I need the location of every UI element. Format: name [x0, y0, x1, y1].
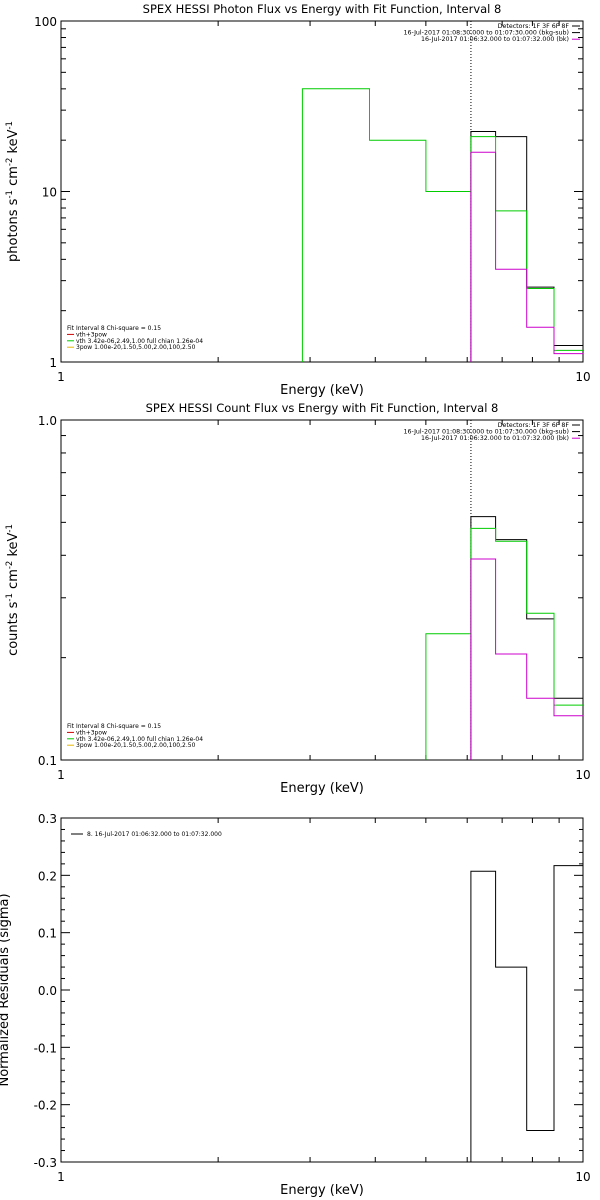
x-axis-label: Energy (keV)	[280, 781, 364, 796]
y-axis-label: Normalized Residuals (sigma)	[0, 893, 12, 1086]
plot-frame	[60, 419, 584, 761]
y-axis-label-part: -1	[5, 121, 15, 129]
y-tick-label: 1.0	[38, 414, 57, 428]
plot-frame	[60, 20, 584, 363]
fit-legend-line: 3pow 1.00e-20,1.50,5.00,2.00,100,2.50	[76, 344, 196, 351]
y-tick-label: 0.3	[38, 812, 57, 826]
fit-legend-line: Fit Interval 8 Chi-square = 0.15	[67, 325, 161, 332]
series-line-0	[470, 865, 583, 1162]
series-line-1	[425, 527, 583, 760]
y-tick-label: -0.3	[34, 1156, 57, 1170]
x-tick-label: 1	[57, 1170, 65, 1184]
y-tick-label: -0.1	[34, 1041, 57, 1055]
series-line-2	[470, 558, 583, 760]
photon-flux-panel: 1 10 1 10 100 SPEX HESSI Photon Flux vs Energ…	[5, 2, 591, 398]
y-tick-label: 0.1	[38, 927, 57, 941]
info-line: 16-Jul-2017 01:06:32.000 to 01:07:32.000…	[421, 36, 569, 43]
y-tick-label: 0.1	[38, 754, 57, 768]
y-axis-label-part: counts s	[6, 601, 21, 656]
y-axis-label-part: cm	[6, 569, 21, 593]
residual-legend-text: 8. 16-Jul-2017 01:06:32.000 to 01:07:32.…	[87, 831, 222, 838]
x-tick-label: 1	[57, 370, 65, 384]
y-axis-label-part: keV	[6, 532, 21, 560]
series-line-1	[301, 88, 583, 362]
y-axis-label-part: keV	[6, 129, 21, 157]
x-tick-label: 10	[575, 768, 590, 782]
x-tick-label: 1	[57, 768, 65, 782]
count-flux-panel: 1 10 0.1 1.0 SPEX HESSI Count Flux vs Energy…	[5, 401, 591, 796]
fit-legend-line: Fit Interval 8 Chi-square = 0.15	[67, 723, 161, 730]
series-line-2	[470, 151, 583, 362]
y-axis-label-part: -1	[5, 190, 15, 198]
fit-legend-line: vth 3.42e-06,2.49,1.00 full chian 1.26e-…	[76, 736, 203, 743]
y-axis-label: photons s-1 cm-2 keV-1	[5, 121, 21, 262]
y-tick-label: 0.2	[38, 869, 57, 883]
y-axis-label: counts s-1 cm-2 keV-1	[5, 524, 21, 656]
plot-frame	[60, 817, 584, 1163]
y-tick-label: 1	[49, 356, 57, 370]
info-line: 16-Jul-2017 01:08:30.000 to 01:07:30.000…	[403, 30, 569, 37]
chart-title: SPEX HESSI Count Flux vs Energy with Fit…	[146, 401, 499, 415]
residuals-panel: 1 10 -0.3 -0.2 -0.1 0.0 0.1 0.2 0.3 Energy (keV) N…	[0, 812, 591, 1198]
info-line: Detectors: 1F 3F 6F 8F	[498, 23, 570, 30]
y-axis-label-part: -1	[5, 524, 15, 532]
chart-title: SPEX HESSI Photon Flux vs Energy with Fi…	[143, 2, 502, 16]
y-axis-label-part: -2	[5, 158, 15, 166]
y-axis-label-part: -2	[5, 561, 15, 569]
y-tick-label: 100	[34, 15, 57, 29]
x-axis-label: Energy (keV)	[280, 383, 364, 398]
y-axis-label-part: -1	[5, 593, 15, 601]
info-line: 16-Jul-2017 01:06:32.000 to 01:07:32.000…	[421, 435, 569, 442]
x-axis-label: Energy (keV)	[280, 1183, 364, 1198]
info-line: 16-Jul-2017 01:08:30.000 to 01:07:30.000…	[403, 429, 569, 436]
x-tick-label: 10	[575, 370, 590, 384]
fit-legend-line: vth+3pow	[76, 331, 107, 338]
info-line: Detectors: 1F 3F 6F 8F	[498, 422, 570, 429]
y-axis-label-part: cm	[6, 166, 21, 190]
fit-legend-line: vth 3.42e-06,2.49,1.00 full chian 1.26e-…	[76, 338, 203, 345]
fit-legend-line: 3pow 1.00e-20,1.50,5.00,2.00,100,2.50	[76, 742, 196, 749]
x-tick-label: 10	[575, 1170, 590, 1184]
y-tick-label: 0.0	[38, 984, 57, 998]
y-tick-label: 10	[42, 186, 57, 200]
y-tick-label: -0.2	[34, 1099, 57, 1113]
y-axis-label-part: photons s	[6, 198, 21, 262]
fit-legend-line: vth+3pow	[76, 729, 107, 736]
